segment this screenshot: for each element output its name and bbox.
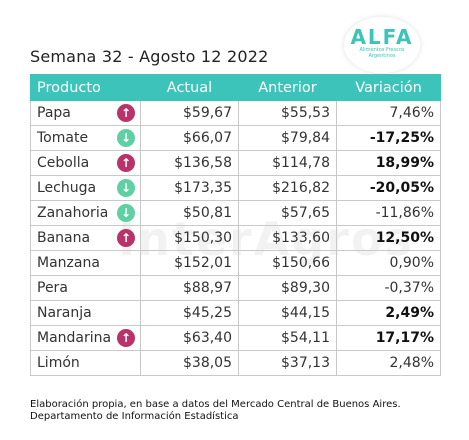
product-cell: Limón bbox=[30, 350, 141, 376]
page-title: Semana 32 - Agosto 12 2022 bbox=[30, 47, 269, 66]
table-header-row: Producto Actual Anterior Variación bbox=[30, 74, 441, 101]
actual-cell: $88,97 bbox=[140, 275, 239, 301]
table-row: Zanahoria ↓ $50,81 $57,65 -11,86% bbox=[30, 200, 441, 226]
product-name: Naranja bbox=[37, 305, 92, 321]
actual-cell: $38,05 bbox=[140, 350, 239, 376]
anterior-cell: $55,53 bbox=[238, 100, 337, 126]
product-name: Limón bbox=[37, 355, 80, 371]
table-row: Limón $38,05 $37,13 2,48% bbox=[30, 350, 441, 376]
product-cell: Naranja bbox=[30, 300, 141, 326]
actual-cell: $173,35 bbox=[140, 175, 239, 201]
anterior-cell: $57,65 bbox=[238, 200, 337, 226]
product-name: Mandarina bbox=[37, 330, 112, 346]
anterior-cell: $114,78 bbox=[238, 150, 337, 176]
arrow-down-icon: ↓ bbox=[117, 204, 135, 222]
variacion-cell: 18,99% bbox=[336, 150, 441, 176]
logo-name: ALFA bbox=[350, 25, 414, 49]
actual-cell: $66,07 bbox=[140, 125, 239, 151]
column-header-variacion: Variación bbox=[336, 74, 441, 101]
product-cell: Banana ↑ bbox=[30, 225, 141, 251]
footnote-department: Departamento de Información Estadística bbox=[30, 411, 239, 422]
product-name: Manzana bbox=[37, 255, 100, 271]
actual-cell: $152,01 bbox=[140, 250, 239, 276]
actual-cell: $136,58 bbox=[140, 150, 239, 176]
alfa-logo: ALFA Alimentos Frescos Argentinos bbox=[344, 17, 420, 73]
product-name: Papa bbox=[37, 105, 71, 121]
table-row: Mandarina ↑ $63,40 $54,11 17,17% bbox=[30, 325, 441, 351]
variacion-cell: -17,25% bbox=[336, 125, 441, 151]
variacion-cell: -0,37% bbox=[336, 275, 441, 301]
arrow-up-icon: ↑ bbox=[117, 229, 135, 247]
price-table: Producto Actual Anterior Variación Papa ↑… bbox=[30, 74, 441, 376]
variacion-cell: -11,86% bbox=[336, 200, 441, 226]
anterior-cell: $44,15 bbox=[238, 300, 337, 326]
product-cell: Pera bbox=[30, 275, 141, 301]
actual-cell: $63,40 bbox=[140, 325, 239, 351]
product-name: Pera bbox=[37, 280, 68, 296]
table-row: Pera $88,97 $89,30 -0,37% bbox=[30, 275, 441, 301]
table-row: Manzana $152,01 $150,66 0,90% bbox=[30, 250, 441, 276]
arrow-up-icon: ↑ bbox=[117, 329, 135, 347]
table-body: Papa ↑ $59,67 $55,53 7,46% Tomate ↓ $66,07 $79,8… bbox=[30, 100, 441, 376]
variacion-cell: 2,49% bbox=[336, 300, 441, 326]
variacion-cell: 0,90% bbox=[336, 250, 441, 276]
actual-cell: $59,67 bbox=[140, 100, 239, 126]
table-row: Banana ↑ $150,30 $133,60 12,50% bbox=[30, 225, 441, 251]
variacion-cell: 17,17% bbox=[336, 325, 441, 351]
product-name: Banana bbox=[37, 230, 91, 246]
anterior-cell: $216,82 bbox=[238, 175, 337, 201]
anterior-cell: $133,60 bbox=[238, 225, 337, 251]
product-cell: Tomate ↓ bbox=[30, 125, 141, 151]
footnote: Elaboración propia, en base a datos del … bbox=[30, 399, 401, 423]
variacion-cell: -20,05% bbox=[336, 175, 441, 201]
product-cell: Zanahoria ↓ bbox=[30, 200, 141, 226]
anterior-cell: $79,84 bbox=[238, 125, 337, 151]
column-header-anterior: Anterior bbox=[238, 74, 337, 101]
product-cell: Lechuga ↓ bbox=[30, 175, 141, 201]
arrow-down-icon: ↓ bbox=[117, 179, 135, 197]
actual-cell: $50,81 bbox=[140, 200, 239, 226]
column-header-producto: Producto bbox=[30, 74, 141, 101]
table-row: Lechuga ↓ $173,35 $216,82 -20,05% bbox=[30, 175, 441, 201]
product-cell: Mandarina ↑ bbox=[30, 325, 141, 351]
anterior-cell: $54,11 bbox=[238, 325, 337, 351]
anterior-cell: $150,66 bbox=[238, 250, 337, 276]
product-name: Tomate bbox=[37, 130, 89, 146]
table-row: Naranja $45,25 $44,15 2,49% bbox=[30, 300, 441, 326]
logo-subtitle: Alimentos Frescos Argentinos bbox=[359, 47, 405, 59]
anterior-cell: $89,30 bbox=[238, 275, 337, 301]
table-row: Tomate ↓ $66,07 $79,84 -17,25% bbox=[30, 125, 441, 151]
anterior-cell: $37,13 bbox=[238, 350, 337, 376]
arrow-up-icon: ↑ bbox=[117, 104, 135, 122]
product-name: Zanahoria bbox=[37, 205, 109, 221]
variacion-cell: 2,48% bbox=[336, 350, 441, 376]
product-cell: Cebolla ↑ bbox=[30, 150, 141, 176]
product-name: Lechuga bbox=[37, 180, 97, 196]
table-row: Papa ↑ $59,67 $55,53 7,46% bbox=[30, 100, 441, 126]
footnote-source: Elaboración propia, en base a datos del … bbox=[30, 399, 401, 410]
variacion-cell: 12,50% bbox=[336, 225, 441, 251]
actual-cell: $150,30 bbox=[140, 225, 239, 251]
product-cell: Papa ↑ bbox=[30, 100, 141, 126]
table-row: Cebolla ↑ $136,58 $114,78 18,99% bbox=[30, 150, 441, 176]
arrow-up-icon: ↑ bbox=[117, 154, 135, 172]
product-cell: Manzana bbox=[30, 250, 141, 276]
arrow-down-icon: ↓ bbox=[117, 129, 135, 147]
column-header-actual: Actual bbox=[140, 74, 239, 101]
actual-cell: $45,25 bbox=[140, 300, 239, 326]
variacion-cell: 7,46% bbox=[336, 100, 441, 126]
product-name: Cebolla bbox=[37, 155, 90, 171]
